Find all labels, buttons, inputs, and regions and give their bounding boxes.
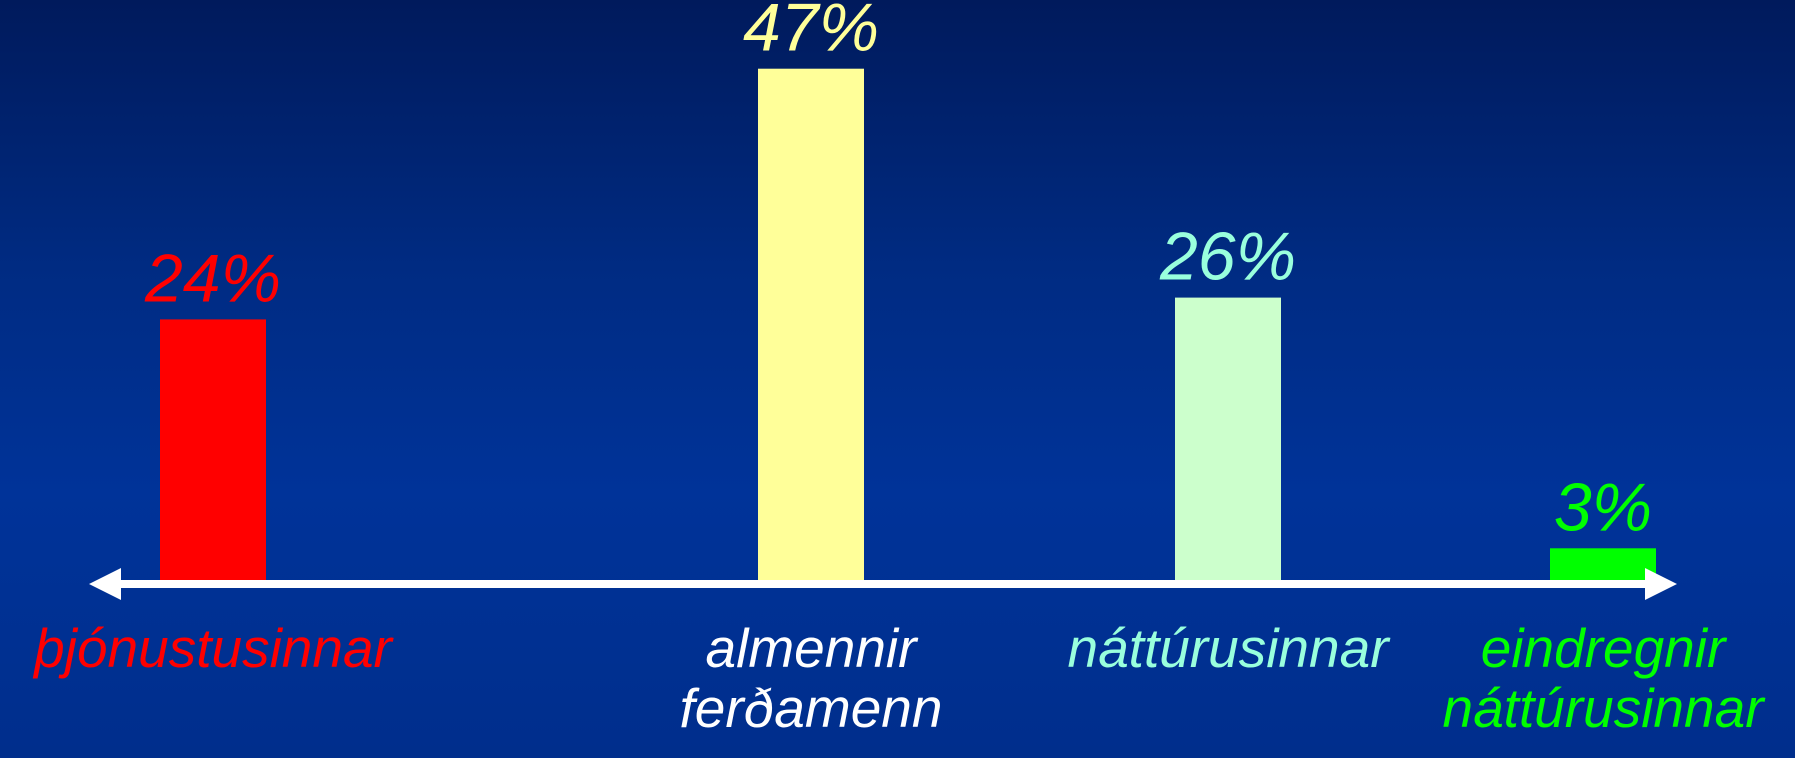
category-label: þjónustusinnar <box>34 617 392 679</box>
bar <box>1175 297 1281 581</box>
bar <box>758 68 864 581</box>
bar <box>1550 548 1656 581</box>
value-label: 47% <box>743 0 879 66</box>
category-label: náttúrusinnar <box>1067 617 1389 679</box>
category-label: eindregnir náttúrusinnar <box>1442 617 1764 739</box>
category-label: almennir ferðamenn <box>679 617 943 739</box>
value-label: 24% <box>144 240 281 316</box>
value-label: 3% <box>1554 469 1652 545</box>
bar <box>160 319 266 581</box>
value-label: 26% <box>1159 219 1296 295</box>
axis-arrow-right <box>1645 568 1677 600</box>
axis-arrow-left <box>89 568 121 600</box>
